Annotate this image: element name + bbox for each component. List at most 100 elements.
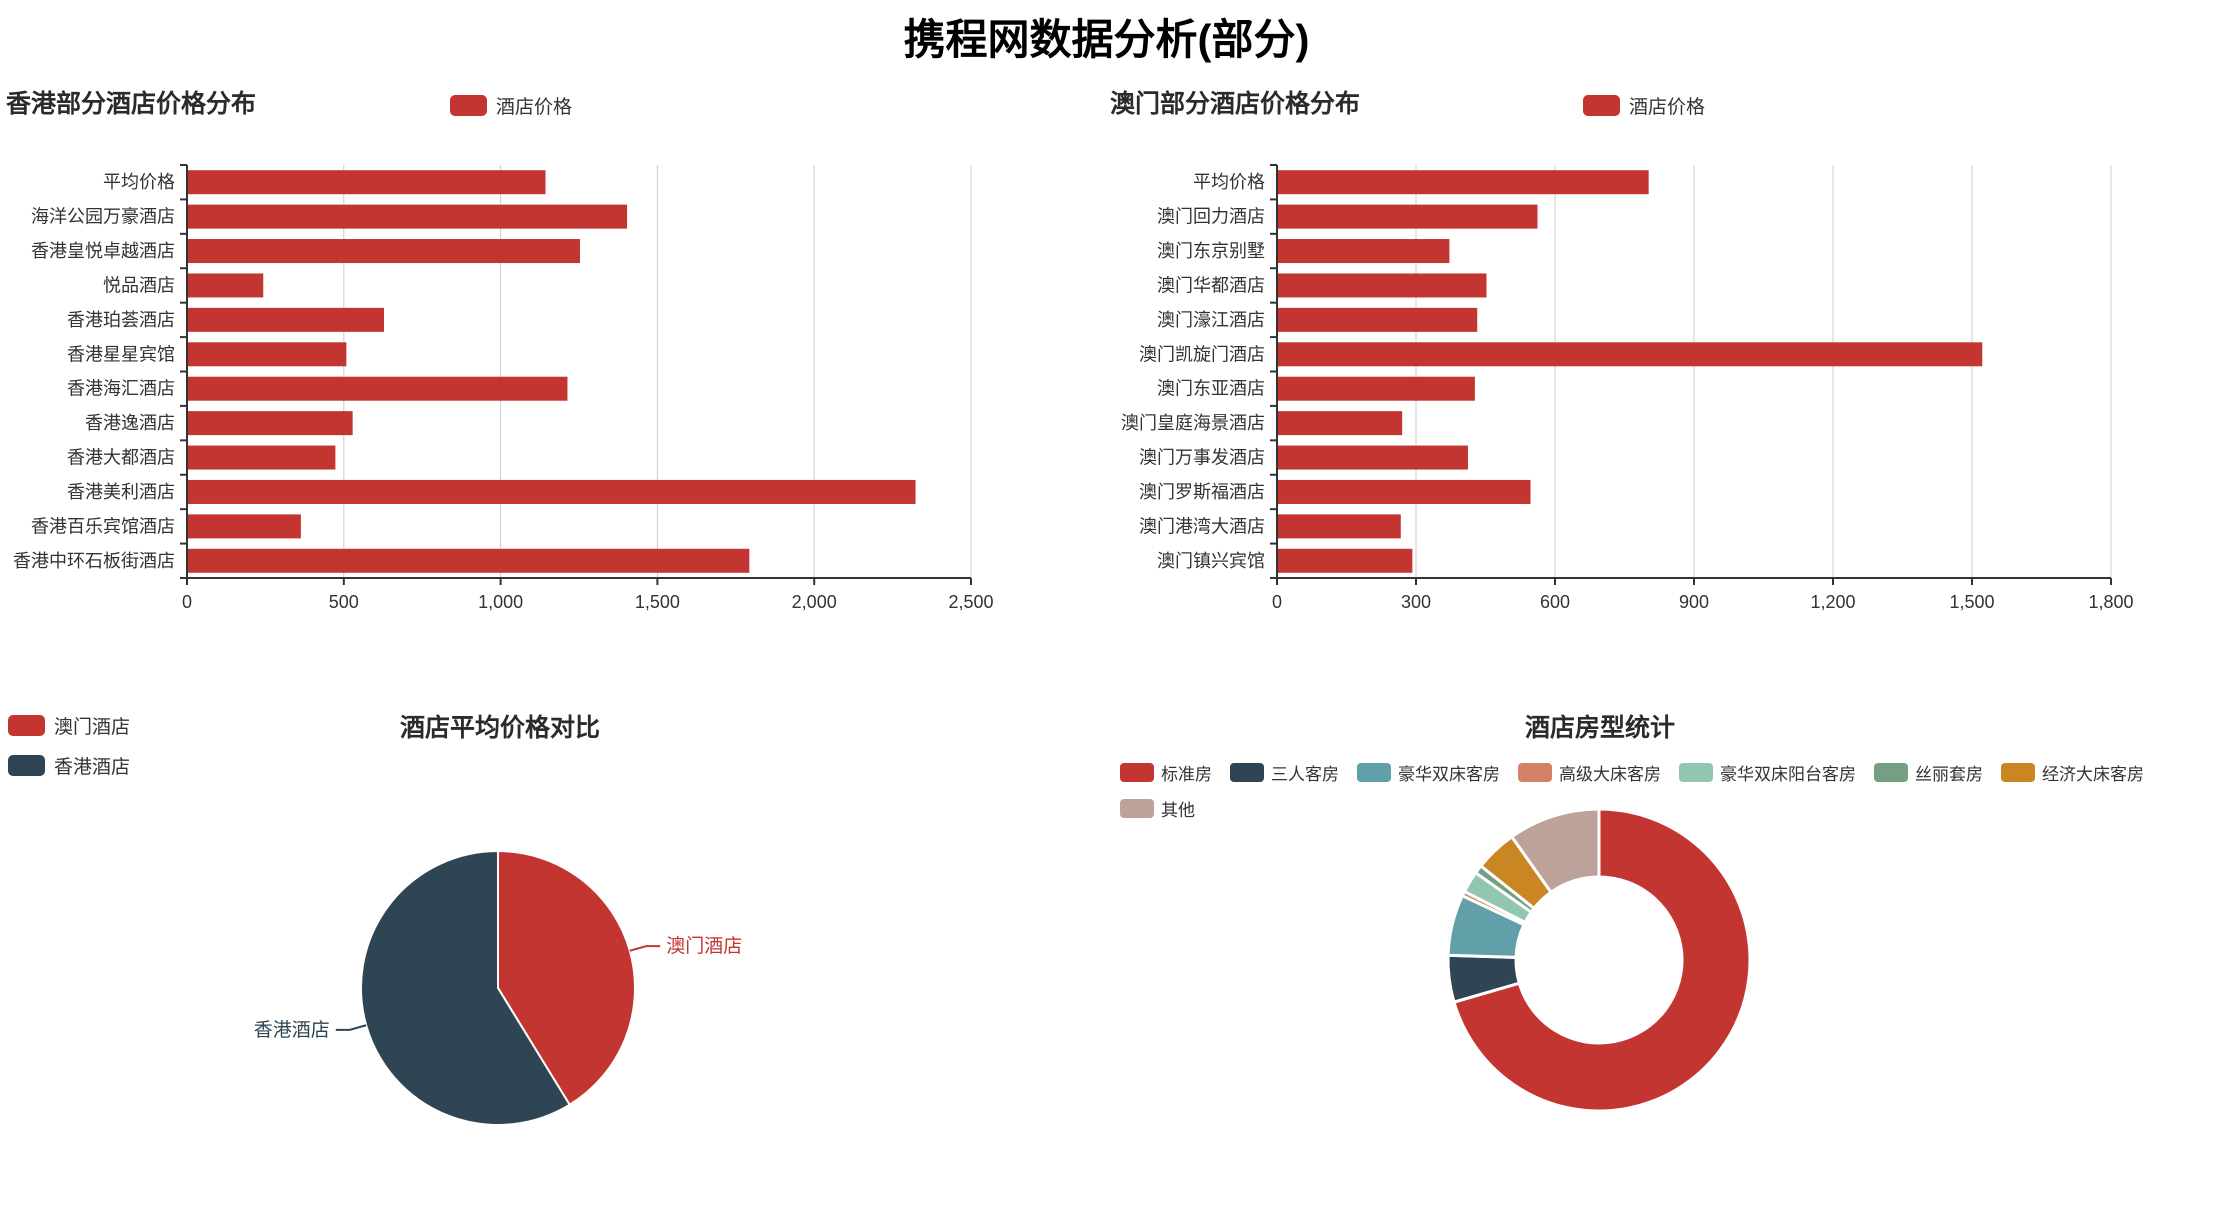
legend-swatch bbox=[1120, 763, 1154, 782]
pie-slice-label: 澳门酒店 bbox=[666, 935, 742, 957]
bar[interactable] bbox=[1278, 548, 1413, 573]
bar[interactable] bbox=[1278, 204, 1538, 229]
bar[interactable] bbox=[188, 479, 916, 504]
pie-slice[interactable] bbox=[1452, 807, 1752, 1113]
y-axis-category-label: 澳门皇庭海景酒店 bbox=[1121, 413, 1265, 433]
pie-chart-title: 酒店平均价格对比 bbox=[399, 714, 600, 742]
legend-item-label: 豪华双床阳台客房 bbox=[1720, 765, 1856, 784]
legend-swatch bbox=[1679, 763, 1713, 782]
y-axis-category-label: 香港星星宾馆 bbox=[67, 344, 175, 364]
bar[interactable] bbox=[1278, 514, 1401, 539]
bar[interactable] bbox=[188, 411, 353, 436]
y-axis-category-label: 海洋公园万豪酒店 bbox=[31, 207, 175, 227]
y-axis-category-label: 澳门凯旋门酒店 bbox=[1139, 344, 1265, 364]
legend-swatch bbox=[1583, 95, 1620, 116]
legend-item[interactable]: 丝丽套房 bbox=[1874, 760, 1983, 785]
legend-item[interactable]: 豪华双床客房 bbox=[1357, 760, 1500, 785]
pie-chart-legend: 澳门酒店 香港酒店 bbox=[8, 712, 130, 779]
y-axis-category-label: 香港皇悦卓越酒店 bbox=[31, 241, 175, 261]
bar[interactable] bbox=[1278, 342, 1983, 367]
bar[interactable] bbox=[1278, 239, 1450, 264]
legend-swatch bbox=[1518, 763, 1552, 782]
legend-item[interactable]: 标准房 bbox=[1120, 760, 1212, 785]
legend-item[interactable]: 经济大床客房 bbox=[2001, 760, 2144, 785]
pie-label-leader-line bbox=[629, 945, 661, 952]
legend-item-label: 其他 bbox=[1161, 801, 1195, 820]
legend-item-hotel-price[interactable]: 酒店价格 bbox=[450, 92, 572, 119]
bar[interactable] bbox=[188, 514, 301, 539]
legend-swatch bbox=[8, 715, 45, 736]
y-axis-category-label: 澳门镇兴宾馆 bbox=[1157, 551, 1265, 571]
x-axis-tick-label: 2,500 bbox=[948, 592, 993, 612]
x-axis-tick-label: 1,000 bbox=[478, 592, 523, 612]
x-axis-tick-label: 0 bbox=[182, 592, 192, 612]
pie-slice[interactable] bbox=[497, 849, 636, 1107]
bar[interactable] bbox=[188, 204, 628, 229]
x-axis-tick-label: 1,800 bbox=[2088, 592, 2133, 612]
bar[interactable] bbox=[1278, 376, 1475, 401]
hk-chart-legend: 酒店价格 bbox=[450, 92, 572, 119]
legend-item-hotel-price[interactable]: 酒店价格 bbox=[1583, 92, 1705, 119]
legend-item[interactable]: 高级大床客房 bbox=[1518, 760, 1661, 785]
legend-item-label: 酒店价格 bbox=[496, 97, 573, 118]
legend-item-label: 豪华双床客房 bbox=[1398, 765, 1500, 784]
donut-chart-title: 酒店房型统计 bbox=[1524, 714, 1675, 742]
bar[interactable] bbox=[1278, 170, 1649, 195]
macau-chart-title: 澳门部分酒店价格分布 bbox=[1110, 90, 1361, 118]
bar[interactable] bbox=[188, 239, 580, 264]
legend-item[interactable]: 三人客房 bbox=[1230, 760, 1339, 785]
legend-item-label: 丝丽套房 bbox=[1915, 765, 1983, 784]
legend-item-label: 经济大床客房 bbox=[2042, 765, 2144, 784]
legend-item-label: 标准房 bbox=[1161, 765, 1212, 784]
y-axis-category-label: 澳门港湾大酒店 bbox=[1139, 516, 1265, 536]
y-axis-category-label: 澳门回力酒店 bbox=[1157, 207, 1265, 227]
bar[interactable] bbox=[1278, 445, 1468, 470]
x-axis-tick-label: 500 bbox=[329, 592, 359, 612]
y-axis-category-label: 香港大都酒店 bbox=[67, 448, 175, 468]
bar[interactable] bbox=[188, 170, 546, 195]
legend-item[interactable]: 豪华双床阳台客房 bbox=[1679, 760, 1856, 785]
bar[interactable] bbox=[188, 307, 384, 332]
legend-item-label: 酒店价格 bbox=[1629, 97, 1706, 118]
room-type-donut-plot bbox=[1446, 807, 1752, 1113]
legend-item-label: 高级大床客房 bbox=[1559, 765, 1661, 784]
bar[interactable] bbox=[1278, 273, 1487, 298]
pie-slice-label: 香港酒店 bbox=[254, 1019, 330, 1041]
macau-chart-legend: 酒店价格 bbox=[1583, 92, 1705, 119]
y-axis-category-label: 平均价格 bbox=[1193, 172, 1265, 192]
x-axis-tick-label: 1,500 bbox=[1949, 592, 1994, 612]
bar[interactable] bbox=[188, 273, 264, 298]
legend-swatch bbox=[1230, 763, 1264, 782]
legend-swatch bbox=[1357, 763, 1391, 782]
legend-swatch bbox=[450, 95, 487, 116]
y-axis-category-label: 澳门华都酒店 bbox=[1157, 275, 1265, 295]
legend-swatch bbox=[1874, 763, 1908, 782]
legend-item[interactable]: 澳门酒店 bbox=[8, 712, 130, 739]
bar[interactable] bbox=[1278, 411, 1403, 436]
bar[interactable] bbox=[188, 376, 568, 401]
legend-swatch bbox=[2001, 763, 2035, 782]
y-axis-category-label: 澳门万事发酒店 bbox=[1139, 448, 1265, 468]
legend-swatch bbox=[8, 755, 45, 776]
legend-item[interactable]: 其他 bbox=[1120, 796, 1195, 821]
pie-slice[interactable] bbox=[360, 849, 572, 1126]
y-axis-category-label: 香港逸酒店 bbox=[85, 413, 175, 433]
y-axis-category-label: 悦品酒店 bbox=[103, 275, 175, 295]
bar[interactable] bbox=[188, 342, 347, 367]
y-axis-category-label: 平均价格 bbox=[103, 172, 175, 192]
legend-item-label: 香港酒店 bbox=[54, 757, 131, 778]
y-axis-category-label: 香港珀荟酒店 bbox=[67, 310, 175, 330]
y-axis-category-label: 香港百乐宾馆酒店 bbox=[31, 516, 175, 536]
bar[interactable] bbox=[188, 548, 750, 573]
x-axis-tick-label: 1,200 bbox=[1810, 592, 1855, 612]
bar[interactable] bbox=[1278, 307, 1478, 332]
page-title: 携程网数据分析(部分) bbox=[903, 16, 1310, 63]
bar[interactable] bbox=[188, 445, 336, 470]
bar[interactable] bbox=[1278, 479, 1531, 504]
macau-bar-chart-plot: 0 300 600 900 1,200 1,500 1,800 平均价格澳门回力酒店澳门东京别… bbox=[1121, 164, 2134, 612]
legend-item-label: 澳门酒店 bbox=[54, 717, 131, 738]
legend-item[interactable]: 香港酒店 bbox=[8, 752, 130, 779]
pie-slice[interactable] bbox=[1509, 807, 1601, 895]
y-axis-category-label: 澳门东亚酒店 bbox=[1157, 379, 1265, 399]
